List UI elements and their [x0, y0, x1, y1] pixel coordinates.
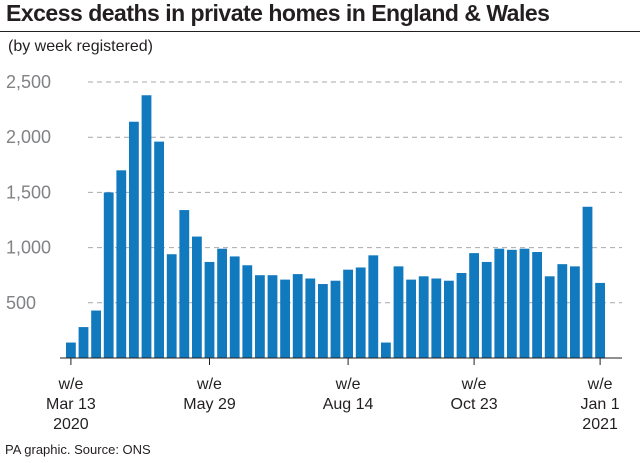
bar [532, 252, 542, 358]
bar [103, 192, 114, 358]
x-tick-label: w/e Oct 23 [451, 376, 498, 413]
chart-title: Excess deaths in private homes in Englan… [6, 0, 550, 26]
bar [368, 255, 379, 358]
bar [330, 280, 341, 358]
bar [217, 248, 227, 358]
bar [78, 327, 89, 358]
bar [292, 274, 303, 358]
bar [204, 261, 215, 358]
title-divider [0, 31, 640, 32]
bar [494, 248, 505, 358]
bar [91, 310, 101, 358]
bar [595, 282, 605, 358]
bar [418, 276, 429, 358]
bar [431, 278, 442, 358]
bar [66, 342, 76, 358]
bar [192, 236, 202, 358]
bar [129, 121, 139, 358]
bar [544, 276, 555, 358]
y-tick-label: 500 [6, 293, 36, 313]
bar [229, 256, 240, 358]
y-tick-label: 1,000 [6, 238, 51, 258]
bar [355, 267, 366, 358]
bar [444, 280, 454, 358]
bar [519, 248, 530, 358]
bars [66, 95, 605, 359]
bar [141, 95, 152, 359]
x-tick-label: w/e Jan 1 2021 [581, 376, 620, 433]
bar [154, 141, 164, 358]
bar [456, 272, 467, 358]
bar [280, 279, 290, 358]
bar [318, 284, 328, 358]
y-tick-label: 1,500 [6, 182, 51, 202]
x-tick-label: w/e May 29 [183, 376, 236, 413]
y-axis-tick-labels: 500 1,000 1,500 2,000 2,500 [6, 72, 51, 313]
bar [557, 264, 568, 358]
source-credit: PA graphic. Source: ONS [5, 442, 151, 457]
bar [267, 275, 278, 358]
chart-subtitle: (by week registered) [8, 38, 153, 55]
bar [406, 279, 416, 358]
bar [166, 254, 177, 358]
bar [507, 249, 517, 358]
bar [179, 210, 190, 358]
bar [469, 253, 479, 358]
x-tick-label: w/e Mar 13 2020 [46, 376, 96, 433]
bar [242, 265, 253, 358]
bar [381, 342, 391, 358]
x-axis-ticks: w/e Mar 13 2020 w/e May 29 w/e Aug 14 w/e Oct 23… [46, 358, 620, 433]
bar [255, 275, 265, 358]
bar [343, 269, 353, 358]
bar [393, 266, 404, 358]
bar [481, 261, 492, 358]
bar [305, 278, 316, 358]
x-tick-label: w/e Aug 14 [323, 376, 374, 413]
bar [570, 266, 580, 358]
bar [116, 170, 127, 358]
bar [582, 206, 593, 358]
y-tick-label: 2,000 [6, 127, 51, 147]
y-tick-label: 2,500 [6, 72, 51, 92]
